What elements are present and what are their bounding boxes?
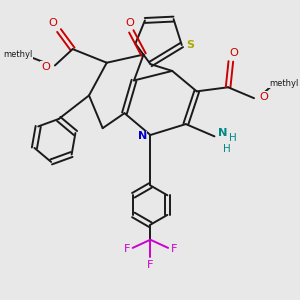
- Text: N: N: [218, 128, 228, 138]
- Text: H: H: [223, 144, 231, 154]
- Text: O: O: [125, 18, 134, 28]
- Text: F: F: [123, 244, 130, 254]
- Text: H: H: [229, 133, 237, 143]
- Text: F: F: [171, 244, 177, 254]
- Text: O: O: [49, 18, 58, 28]
- Text: methyl: methyl: [3, 50, 33, 58]
- Text: S: S: [186, 40, 194, 50]
- Text: O: O: [259, 92, 268, 102]
- Text: methyl: methyl: [269, 79, 298, 88]
- Text: O: O: [41, 62, 50, 72]
- Text: N: N: [138, 131, 147, 141]
- Text: F: F: [147, 260, 154, 270]
- Text: O: O: [230, 48, 239, 58]
